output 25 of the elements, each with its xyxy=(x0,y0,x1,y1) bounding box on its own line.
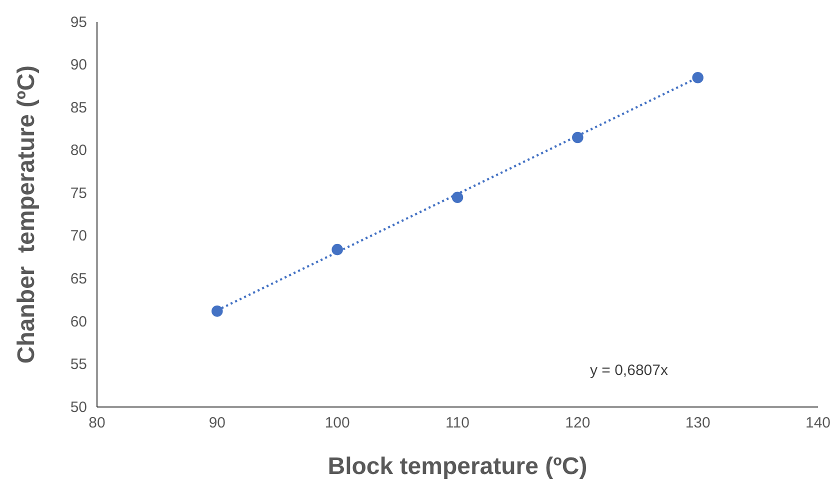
x-axis-title: Block temperature (ºC) xyxy=(328,453,588,480)
point xyxy=(572,132,584,144)
y-tick-label: 90 xyxy=(70,56,87,74)
y-tick-label: 75 xyxy=(70,184,87,202)
point xyxy=(452,192,464,204)
x-tick-label: 110 xyxy=(446,414,470,432)
y-tick-label: 80 xyxy=(70,142,87,160)
point xyxy=(332,244,343,256)
x-tick-label: 100 xyxy=(324,414,350,432)
x-tick-label: 90 xyxy=(208,414,226,432)
annotation: y = 0,6807x xyxy=(590,362,668,379)
y-tick-label: 50 xyxy=(70,398,87,416)
x-tick-label: 140 xyxy=(805,414,831,432)
point xyxy=(692,72,704,84)
x-tick-label: 130 xyxy=(685,414,710,432)
y-tick-label: 55 xyxy=(70,356,87,374)
y-tick-label: 85 xyxy=(70,99,87,116)
y-tick-label: 60 xyxy=(70,313,87,330)
x-tick-label: 120 xyxy=(565,414,590,432)
y-tick-label: 65 xyxy=(70,270,87,288)
y-tick-label: 95 xyxy=(70,14,87,31)
y-axis-title: Chanber temperature (ºC) xyxy=(13,65,40,364)
point xyxy=(212,306,223,317)
x-tick-label: 80 xyxy=(88,414,106,432)
y-tick-label: 70 xyxy=(70,228,87,245)
